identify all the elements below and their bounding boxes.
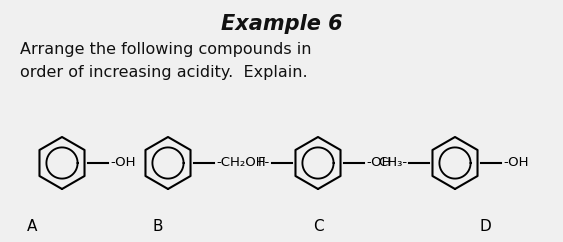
Text: Arrange the following compounds in: Arrange the following compounds in: [20, 42, 311, 57]
Text: A: A: [27, 219, 37, 234]
Text: order of increasing acidity.  Explain.: order of increasing acidity. Explain.: [20, 65, 307, 80]
Text: CH₃-: CH₃-: [378, 157, 407, 169]
Text: C: C: [312, 219, 323, 234]
Text: F-: F-: [258, 157, 270, 169]
Text: Example 6: Example 6: [221, 14, 343, 34]
Text: -OH: -OH: [110, 157, 136, 169]
Text: B: B: [153, 219, 163, 234]
Text: -OH: -OH: [366, 157, 391, 169]
Text: D: D: [479, 219, 491, 234]
Text: -OH: -OH: [503, 157, 529, 169]
Text: -CH₂OH: -CH₂OH: [216, 157, 266, 169]
